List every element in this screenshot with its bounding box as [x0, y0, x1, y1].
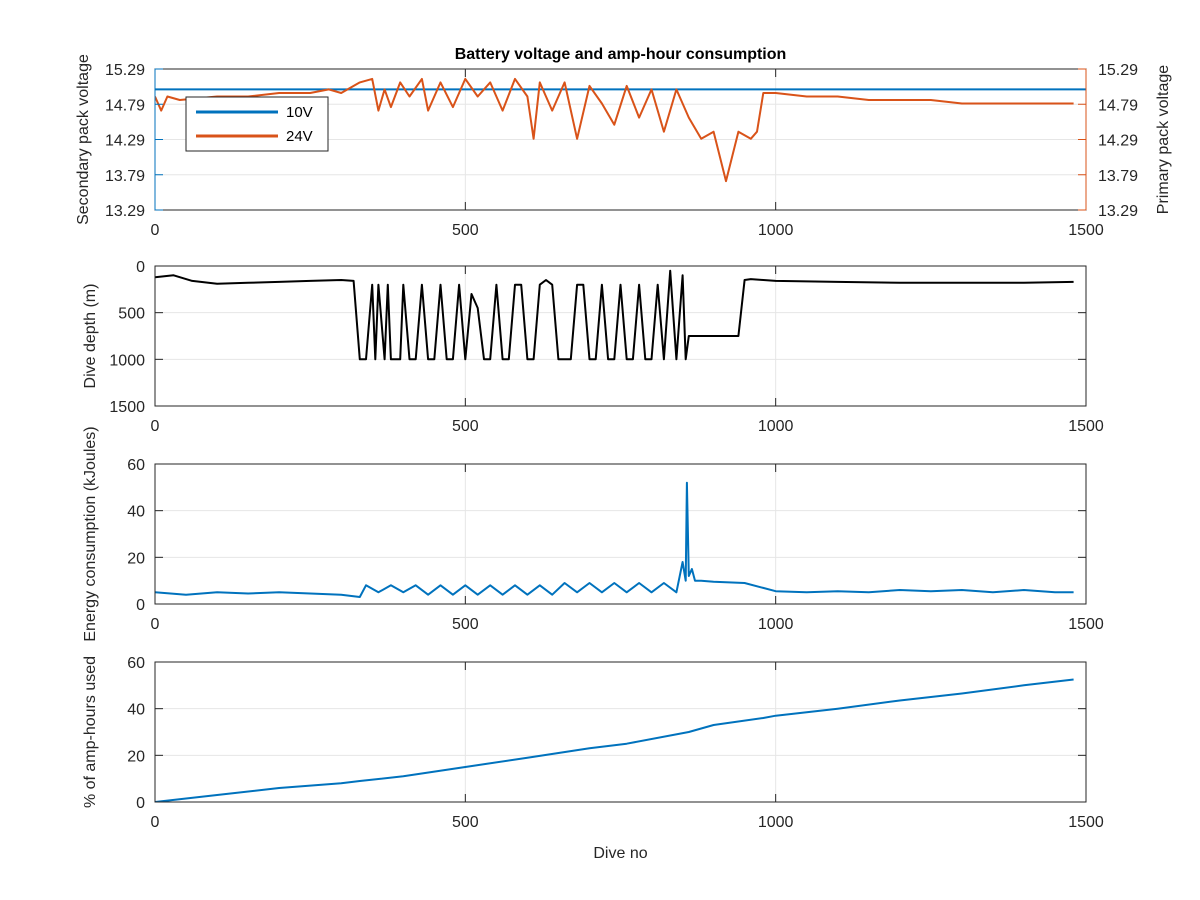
y-tick-label: 0	[136, 597, 145, 614]
y-tick-label-right: 14.79	[1098, 97, 1138, 114]
x-tick-label: 1500	[1068, 222, 1104, 239]
plots-container: 0 500 1000 1500 13.29 13.79 14.29 14.79 15.29 13.…	[75, 46, 1172, 862]
axes-box	[154, 265, 1087, 407]
subplot-1: 0 500 1000 1500 13.29 13.79 14.29 14.79 15.29 13.…	[75, 46, 1172, 239]
x-tick-label: 0	[151, 814, 160, 831]
y-tick-label: 40	[127, 702, 145, 719]
subplot-4: 0 500 1000 1500 0 20 40 60 % of amp-hours used Di…	[82, 655, 1104, 862]
y-tick-label-right: 13.79	[1098, 168, 1138, 185]
x-tick-label: 1500	[1068, 814, 1104, 831]
legend-label-10v: 10V	[286, 104, 313, 121]
legend-box	[185, 96, 329, 152]
series-line-24v	[155, 77, 1074, 183]
y-tick-label: 13.79	[105, 168, 145, 185]
plot-area	[155, 464, 1086, 604]
y-tick-label: 14.29	[105, 133, 145, 150]
y-tick-label: 1000	[109, 352, 145, 369]
series-line-1	[155, 678, 1074, 802]
x-tick-label: 1000	[758, 616, 794, 633]
plot-area	[155, 662, 1086, 802]
y-tick-label: 40	[127, 504, 145, 521]
y-tick-label: 60	[127, 655, 145, 672]
x-tick-label: 1000	[758, 814, 794, 831]
y-axis-label: % of amp-hours used	[82, 656, 99, 808]
x-tick-label: 500	[452, 616, 479, 633]
x-tick-label: 1500	[1068, 418, 1104, 435]
chart-title: Battery voltage and amp-hour consumption	[455, 46, 787, 63]
y-tick-label-right: 14.29	[1098, 133, 1138, 150]
x-tick-label: 0	[151, 418, 160, 435]
subplot-2: 0 500 1000 1500 0 500 1000 1500 Dive depth (m)	[82, 259, 1104, 435]
x-tick-label: 1500	[1068, 616, 1104, 633]
legend-label-24v: 24V	[286, 128, 313, 145]
y-tick-label-right: 15.29	[1098, 62, 1138, 79]
axes-box	[154, 661, 1087, 803]
y-tick-label: 60	[127, 457, 145, 474]
y-tick-label: 20	[127, 550, 145, 567]
y-tick-label-right: 13.29	[1098, 203, 1138, 220]
y-tick-label: 13.29	[105, 203, 145, 220]
x-tick-label: 1000	[758, 222, 794, 239]
axes-box	[154, 463, 1087, 605]
y-axis-label-right: Primary pack voltage	[1155, 65, 1172, 214]
y-axis-label: Energy consumption (kJoules)	[82, 426, 99, 641]
x-tick-label: 1000	[758, 418, 794, 435]
x-tick-label: 500	[452, 814, 479, 831]
y-axis-label: Dive depth (m)	[82, 284, 99, 389]
y-tick-label: 15.29	[105, 62, 145, 79]
y-tick-label: 0	[136, 259, 145, 276]
subplot-3: 0 500 1000 1500 0 20 40 60 Energy consumption (k…	[82, 426, 1104, 641]
x-tick-label: 500	[452, 418, 479, 435]
y-tick-label: 0	[136, 795, 145, 812]
x-tick-label: 0	[151, 222, 160, 239]
y-tick-label: 500	[118, 306, 145, 323]
x-axis-label: Dive no	[593, 845, 647, 862]
series-line-1	[155, 269, 1074, 361]
y-tick-label: 1500	[109, 399, 145, 416]
y-axis-label: Secondary pack voltage	[75, 54, 92, 225]
series-line-1	[155, 481, 1074, 598]
x-tick-label: 500	[452, 222, 479, 239]
x-tick-label: 0	[151, 616, 160, 633]
y-tick-label: 14.79	[105, 97, 145, 114]
y-tick-label: 20	[127, 748, 145, 765]
